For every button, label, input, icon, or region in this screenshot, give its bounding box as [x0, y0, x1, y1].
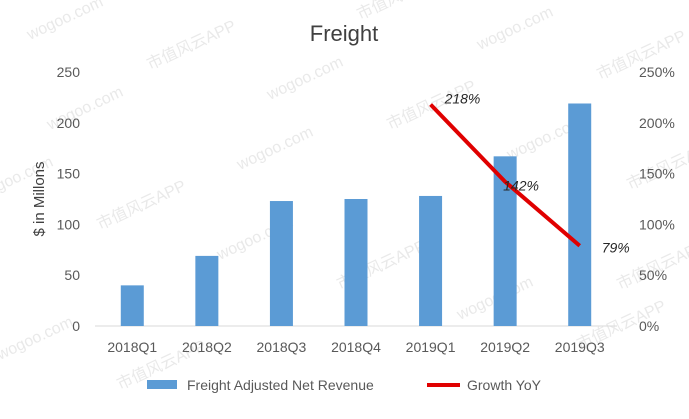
watermark-text: wogoo.com — [0, 314, 76, 364]
x-tick-label: 2019Q2 — [480, 339, 530, 355]
bar-2018Q1 — [120, 285, 144, 326]
bar-2018Q4 — [344, 199, 368, 326]
watermark-text: 市值风云APP — [94, 177, 189, 234]
bar-2018Q2 — [195, 255, 219, 326]
growth-yoy-line — [429, 103, 582, 248]
right-tick-label: 250% — [639, 64, 675, 80]
x-tick-label: 2019Q3 — [555, 339, 605, 355]
x-tick-label: 2019Q1 — [406, 339, 456, 355]
legend-bar-swatch — [147, 380, 177, 389]
x-tick-label: 2018Q2 — [182, 339, 232, 355]
growth-line-series: 218% 142% 79% — [429, 91, 630, 256]
right-tick-label: 0% — [639, 318, 659, 334]
x-tick-label: 2018Q1 — [107, 339, 157, 355]
left-tick-label: 100 — [57, 216, 81, 232]
bar-series — [120, 103, 592, 326]
right-tick-label: 200% — [639, 115, 675, 131]
growth-data-label: 79% — [602, 240, 630, 256]
right-axis-ticks: 0% 50% 100% 150% 200% 250% — [639, 64, 675, 334]
left-tick-label: 150 — [57, 166, 81, 182]
left-tick-label: 250 — [57, 64, 81, 80]
watermark-text: wogoo.com — [234, 124, 316, 174]
left-tick-label: 200 — [57, 115, 81, 131]
watermark-text: wogoo.com — [474, 4, 556, 54]
right-tick-label: 100% — [639, 216, 675, 232]
x-tick-label: 2018Q4 — [331, 339, 381, 355]
legend-line-label: Growth YoY — [467, 377, 542, 393]
watermark-text: wogoo.com — [24, 0, 106, 44]
x-tick-label: 2018Q3 — [257, 339, 307, 355]
watermark-text: 市值风云APP — [144, 17, 239, 74]
bar-2019Q3 — [568, 103, 592, 326]
chart-title: Freight — [310, 21, 378, 46]
right-tick-label: 150% — [639, 166, 675, 182]
category-labels: 2018Q1 2018Q2 2018Q3 2018Q4 2019Q1 2019Q2 2019… — [107, 339, 604, 355]
legend-bar-label: Freight Adjusted Net Revenue — [187, 377, 374, 393]
left-tick-label: 50 — [64, 267, 80, 283]
left-axis-ticks: 0 50 100 150 200 250 — [57, 64, 81, 334]
growth-data-label: 218% — [444, 91, 481, 107]
y-axis-label: $ in Millons — [31, 161, 48, 236]
growth-data-label: 142% — [503, 178, 539, 194]
bar-2018Q3 — [269, 201, 293, 326]
left-tick-label: 0 — [72, 318, 80, 334]
legend: Freight Adjusted Net Revenue Growth YoY — [147, 377, 542, 393]
watermark-text: wogoo.com — [264, 54, 346, 104]
bar-2019Q1 — [419, 195, 443, 326]
right-tick-label: 50% — [639, 267, 667, 283]
bar-2019Q2 — [493, 156, 517, 326]
